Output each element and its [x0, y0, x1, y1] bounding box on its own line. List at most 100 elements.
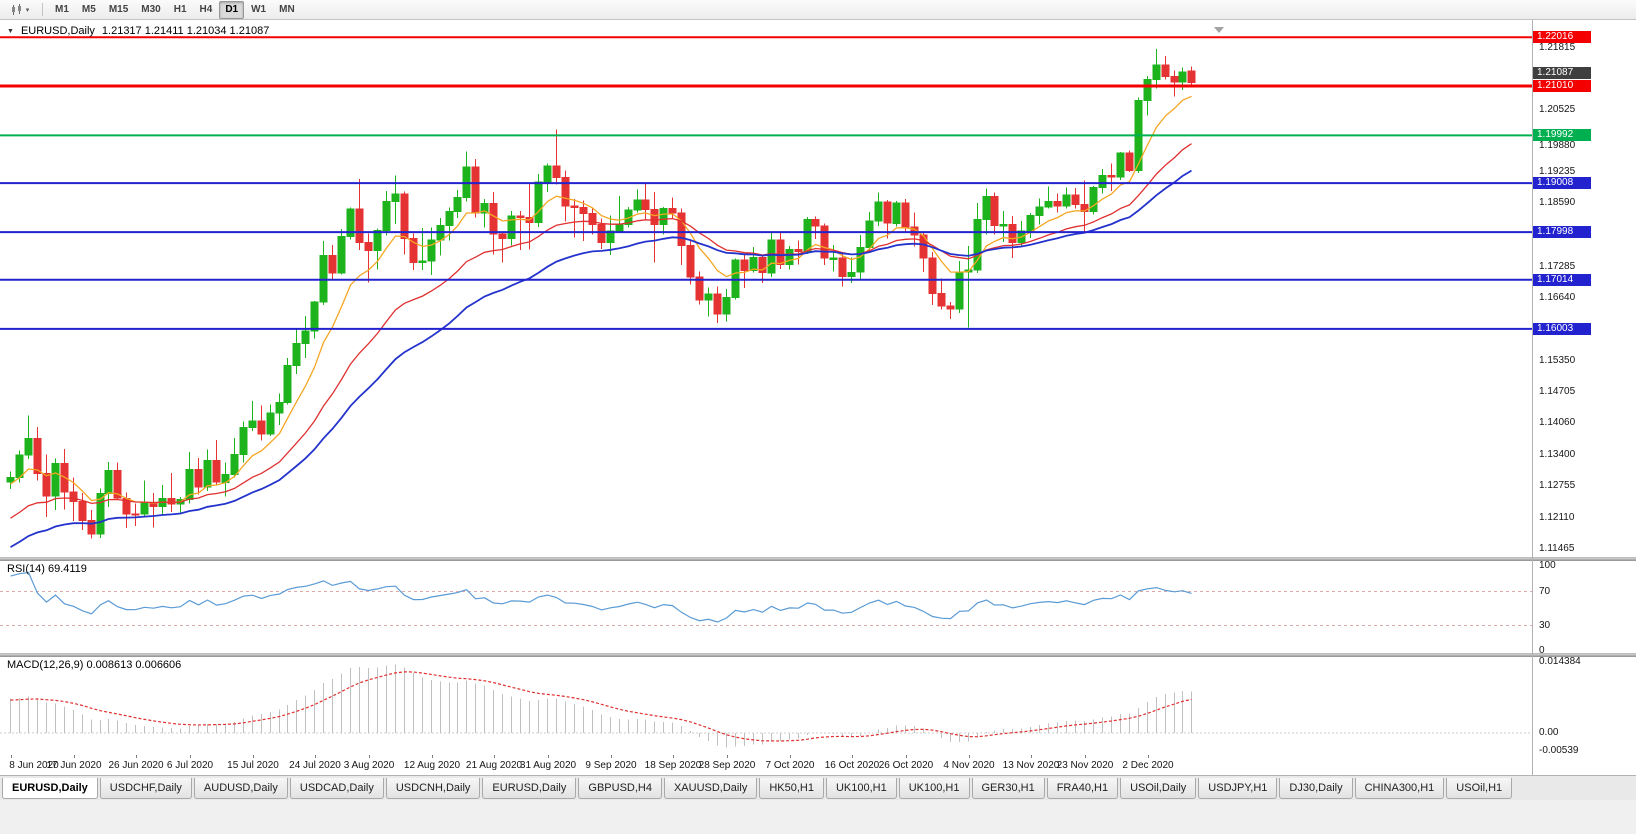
chart-tab-uk100-h1[interactable]: UK100,H1: [825, 778, 897, 799]
timeframe-button-MN[interactable]: MN: [279, 4, 295, 15]
date-label: 23 Nov 2020: [1056, 760, 1114, 771]
price-axis-label: 1.14705: [1539, 386, 1576, 397]
macd-histogram: [10, 664, 1192, 748]
date-tick: [190, 755, 191, 758]
rsi-axis[interactable]: 100 70 30 0: [1533, 560, 1636, 656]
date-label: 13 Nov 2020: [1002, 760, 1060, 771]
macd-label: MACD(12,26,9) 0.008613 0.006606: [7, 659, 182, 671]
chevron-down-icon: ▾: [25, 6, 30, 14]
chart-tab-uk100-h1[interactable]: UK100,H1: [898, 778, 970, 799]
price-axis-label: 1.12110: [1539, 512, 1575, 523]
date-tick: [969, 755, 970, 758]
price-axis-label: 1.13400: [1539, 449, 1576, 460]
chart-tab-usdchf-daily[interactable]: USDCHF,Daily: [99, 778, 192, 799]
chart-tab-audusd-daily[interactable]: AUDUSD,Daily: [193, 778, 288, 799]
date-tick: [852, 755, 853, 758]
chart-tab-eurusd-daily[interactable]: EURUSD,Daily: [482, 778, 577, 799]
toolbar: ▾ M1 M5 M15 M30 H1 H4 D1 W1 MN: [0, 0, 1636, 20]
timeframe-button-W1[interactable]: W1: [251, 4, 267, 15]
date-tick: [253, 755, 254, 758]
date-tick: [494, 755, 495, 758]
price-axis[interactable]: 1.22016 1.21010 1.19992 1.19008 1.17998 1.170…: [1533, 20, 1636, 557]
date-tick: [1148, 755, 1149, 758]
ma-line-fast: [10, 95, 1192, 504]
date-label: 6 Jul 2020: [166, 760, 214, 771]
date-tick: [1031, 755, 1032, 758]
chart-tab-usdcnh-daily[interactable]: USDCNH,Daily: [385, 778, 481, 799]
price-axis-label: 1.16640: [1539, 292, 1576, 303]
price-chart-canvas[interactable]: [0, 20, 1532, 557]
date-tick: [315, 755, 316, 758]
timeframe-button-group: M1 M5 M15 M30 H1 H4 D1 W1 MN: [49, 0, 301, 19]
chart-tab-xauusd-daily[interactable]: XAUUSD,Daily: [663, 778, 758, 799]
date-tick: [611, 755, 612, 758]
timeframe-button-H1[interactable]: H1: [173, 4, 187, 15]
date-tick: [369, 755, 370, 758]
chart-ohlc-values: 1.21317 1.21411 1.21034 1.21087: [101, 25, 270, 37]
candlestick-series: [6, 49, 1196, 539]
date-axis[interactable]: 8 Jun 2020 17 Jun 2020 26 Jun 2020 6 Jul 20…: [0, 755, 1532, 775]
panel-divider-macd[interactable]: [0, 653, 1636, 657]
price-axis-label: 1.14060: [1539, 417, 1576, 428]
date-tick: [74, 755, 75, 758]
price-line-label: 1.16003: [1533, 323, 1591, 335]
ma-line-slow: [10, 169, 1192, 548]
chart-tab-usdcad-daily[interactable]: USDCAD,Daily: [289, 778, 384, 799]
chart-tab-hk50-h1[interactable]: HK50,H1: [759, 778, 824, 799]
chart-tab-usdjpy-h1[interactable]: USDJPY,H1: [1198, 778, 1278, 799]
date-label: 2 Dec 2020: [1122, 760, 1174, 771]
timeframe-button-D1[interactable]: D1: [219, 0, 245, 19]
date-label: 21 Aug 2020: [465, 760, 523, 771]
rsi-label: RSI(14) 69.4119: [7, 563, 87, 575]
macd-panel-canvas[interactable]: [0, 657, 1532, 755]
chart-tab-fra40-h1[interactable]: FRA40,H1: [1046, 778, 1119, 799]
axis-separator-line: [1532, 20, 1533, 775]
timeframe-button-M1[interactable]: M1: [55, 4, 69, 15]
timeframe-button-M5[interactable]: M5: [81, 4, 96, 15]
chart-tab-china300-h1[interactable]: CHINA300,H1: [1354, 778, 1445, 799]
date-label: 8 Jun 2020: [9, 760, 59, 771]
chart-shift-marker[interactable]: [1214, 27, 1224, 33]
rsi-line: [10, 571, 1192, 623]
date-label: 26 Oct 2020: [878, 760, 934, 771]
timeframe-button-M15[interactable]: M15: [108, 4, 129, 15]
price-axis-label: 1.21815: [1539, 42, 1576, 53]
rsi-axis-label: 70: [1539, 586, 1551, 597]
timeframe-button-H4[interactable]: H4: [199, 4, 213, 15]
chart-tab-gbpusd-h4[interactable]: GBPUSD,H4: [578, 778, 662, 799]
timeframe-button-M30[interactable]: M30: [141, 4, 161, 15]
price-axis-label: 1.18590: [1539, 197, 1576, 208]
rsi-panel-canvas[interactable]: [0, 561, 1532, 653]
date-label: 17 Jun 2020: [46, 760, 102, 771]
date-label: 16 Oct 2020: [824, 760, 880, 771]
date-label: 28 Sep 2020: [698, 760, 756, 771]
chart-tab-usoil-h1[interactable]: USOil,H1: [1446, 778, 1513, 799]
chart-tab-dj30-daily[interactable]: DJ30,Daily: [1279, 778, 1353, 799]
price-axis-label: 1.20525: [1539, 104, 1576, 115]
one-click-trading-icon[interactable]: ▼: [7, 27, 14, 35]
chart-tab-usoil-daily[interactable]: USOil,Daily: [1120, 778, 1197, 799]
date-label: 12 Aug 2020: [403, 760, 461, 771]
date-label: 26 Jun 2020: [108, 760, 164, 771]
chart-tab-ger30-h1[interactable]: GER30,H1: [971, 778, 1045, 799]
chart-type-icon[interactable]: ▾: [4, 1, 36, 19]
date-label: 31 Aug 2020: [519, 760, 577, 771]
date-tick: [790, 755, 791, 758]
panel-divider-rsi[interactable]: [0, 557, 1636, 561]
date-tick: [727, 755, 728, 758]
date-tick: [136, 755, 137, 758]
date-label: 7 Oct 2020: [765, 760, 815, 771]
chart-tabs-bar: EURUSD,Daily USDCHF,Daily AUDUSD,Daily USDC…: [0, 775, 1636, 800]
date-tick: [906, 755, 907, 758]
date-label: 3 Aug 2020: [343, 760, 395, 771]
candlestick-chart-icon: [11, 3, 21, 15]
macd-axis[interactable]: 0.014384 0.00 -0.00539: [1533, 657, 1636, 756]
price-axis-label: 1.12755: [1539, 480, 1576, 491]
price-axis-label: 1.19880: [1539, 140, 1576, 151]
price-line-label: 1.17014: [1533, 274, 1591, 286]
date-label: 24 Jul 2020: [289, 760, 341, 771]
chart-tab-eurusd-daily[interactable]: EURUSD,Daily: [2, 778, 98, 799]
macd-axis-label: 0.00: [1539, 727, 1559, 738]
rsi-axis-label: 100: [1539, 560, 1556, 571]
